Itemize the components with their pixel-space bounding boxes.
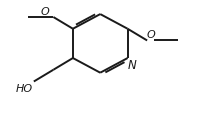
- Text: HO: HO: [15, 84, 33, 94]
- Text: N: N: [128, 59, 137, 72]
- Text: O: O: [41, 7, 50, 17]
- Text: O: O: [146, 30, 155, 40]
